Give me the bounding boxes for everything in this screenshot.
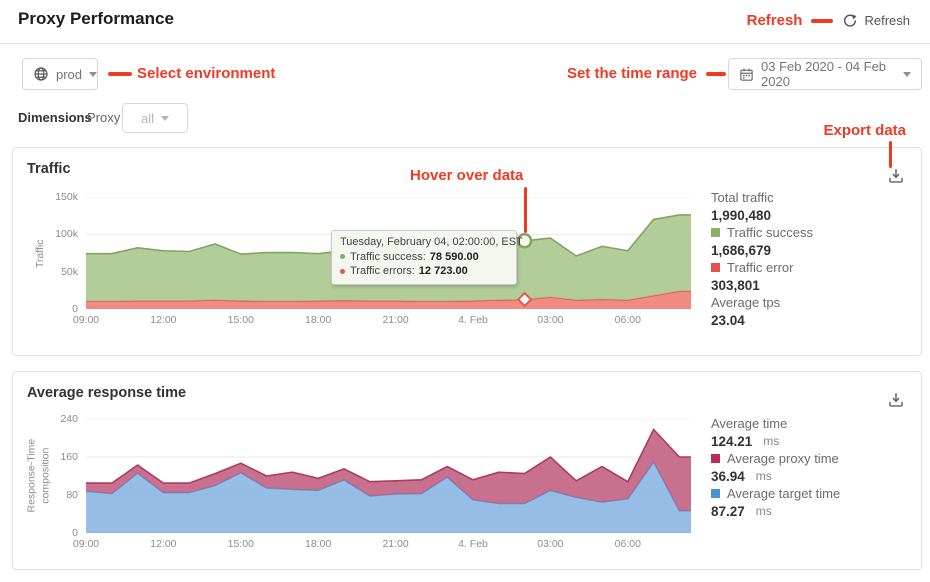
proxy-filter-dropdown[interactable]: all [122,103,188,133]
environment-dropdown[interactable]: prod [22,58,98,90]
x-tick-label: 18:00 [305,314,332,326]
date-range-value: 03 Feb 2020 - 04 Feb 2020 [761,59,887,89]
proxy-filter-value: all [140,110,154,126]
response-card-title: Average response time [27,385,187,401]
y-tick-label: 50k [61,265,78,278]
success-dot-icon [340,254,345,260]
page-title: Proxy Performance [18,9,174,28]
legend-label: Average tps [711,295,781,311]
response-legend: Average time 124.21 ms Average proxy tim… [711,415,840,520]
legend-label: Average target time [711,485,840,503]
error-dot-icon [340,268,345,274]
legend-value: 1,990,480 [711,207,772,223]
x-tick-label: 03:00 [537,314,564,326]
x-tick-label: 15:00 [227,538,254,550]
x-tick-label: 06:00 [614,314,641,326]
x-tick-label: 12:00 [150,538,177,550]
refresh-annotation-dash [811,18,834,23]
x-tick-label: 21:00 [382,538,409,550]
response-time-card: Average response time Response-Time comp… [12,371,922,570]
dimension-proxy-label: Proxy [87,110,121,125]
chevron-down-icon [903,71,911,77]
download-icon[interactable] [887,167,905,185]
hover-marker-diamond [516,291,533,308]
legend-value: 303,801 [711,277,760,293]
success-swatch-icon [711,228,720,238]
error-swatch-icon [711,263,720,273]
chevron-down-icon [161,115,169,121]
legend-label: Total traffic [711,190,774,206]
hover-over-data-annotation: Hover over data [410,167,524,184]
select-environment-annotation: Select environment [137,65,276,82]
traffic-x-ticks: 09:00 12:00 15:00 18:00 21:00 4. Feb 03:00 06:0… [73,314,691,328]
x-tick-label: 15:00 [227,314,254,326]
traffic-errors-area [86,291,691,309]
environment-value: prod [56,66,83,82]
proxy-time-swatch-icon [711,454,720,464]
legend-value: 36.94 ms [711,468,772,484]
x-tick-label: 21:00 [382,314,409,326]
date-range-picker[interactable]: 03 Feb 2020 - 04 Feb 2020 [728,58,922,90]
y-tick-label: 0 [72,303,78,315]
legend-label: Traffic success [711,224,813,242]
y-tick-label: 80 [66,489,78,501]
average-proxy-time-line [86,428,691,484]
export-data-annotation: Export data [823,122,906,139]
x-tick-label: 4. Feb [458,314,488,326]
x-tick-label: 12:00 [150,314,177,326]
x-tick-label: 09:00 [72,314,100,326]
tooltip-title: Tuesday, February 04, 02:00:00, EST [340,236,523,248]
response-time-chart[interactable] [86,419,691,533]
set-time-range-annotation: Set the time range [566,65,697,82]
legend-label: Traffic error [711,259,813,277]
response-chart-area[interactable] [86,419,691,533]
average-target-time-area [86,461,691,533]
response-y-ticks: 0 80 160 240 [30,413,78,539]
refresh-button[interactable]: Refresh [842,13,910,29]
chart-tooltip: Tuesday, February 04, 02:00:00, EST Traf… [331,230,523,285]
globe-icon [33,66,49,82]
legend-value: 124.21 ms [711,433,780,449]
y-tick-label: 240 [60,413,78,425]
y-tick-label: 0 [72,527,78,539]
legend-label: Average proxy time [711,450,840,468]
select-environment-dash [108,72,132,76]
header-divider [0,43,930,44]
refresh-button-label: Refresh [864,13,910,28]
y-tick-label: 160 [60,451,78,463]
x-tick-label: 09:00 [72,538,100,550]
legend-value: 23.04 [711,312,745,328]
calendar-icon [739,67,754,82]
tooltip-row-errors: Traffic errors: 12 723.00 [340,264,508,279]
traffic-legend: Total traffic 1,990,480 Traffic success … [711,189,813,329]
legend-label: Average time [711,416,788,432]
x-tick-label: 18:00 [305,538,332,550]
x-tick-label: 03:00 [537,538,564,550]
x-tick-label: 06:00 [614,538,641,550]
download-icon[interactable] [887,391,905,409]
hover-over-data-line [524,187,527,233]
response-x-ticks: 09:00 12:00 15:00 18:00 21:00 4. Feb 03:00 06:0… [73,538,691,552]
legend-value: 87.27 ms [711,503,772,519]
refresh-icon [842,13,858,29]
y-tick-label: 100k [55,228,78,241]
target-time-swatch-icon [711,489,720,499]
traffic-y-ticks: 0 50k 100k 150k [30,191,78,315]
legend-value: 1,686,679 [711,242,772,258]
traffic-card-title: Traffic [27,161,71,177]
tooltip-row-success: Traffic success: 78 590.00 [340,250,508,265]
x-tick-label: 4. Feb [458,538,488,550]
refresh-group: Refresh Refresh [747,12,910,29]
set-time-range-dash [706,72,726,76]
export-data-line [889,141,892,168]
refresh-annotation: Refresh [746,12,803,29]
hover-marker-circle [516,233,533,249]
average-proxy-time-area [86,429,691,511]
chevron-down-icon [89,71,98,77]
y-tick-label: 150k [55,191,78,203]
traffic-card: Traffic Traffic 0 50k 100k 150k 09:00 12:00 1… [12,147,922,356]
dimensions-label: Dimensions [18,110,92,125]
